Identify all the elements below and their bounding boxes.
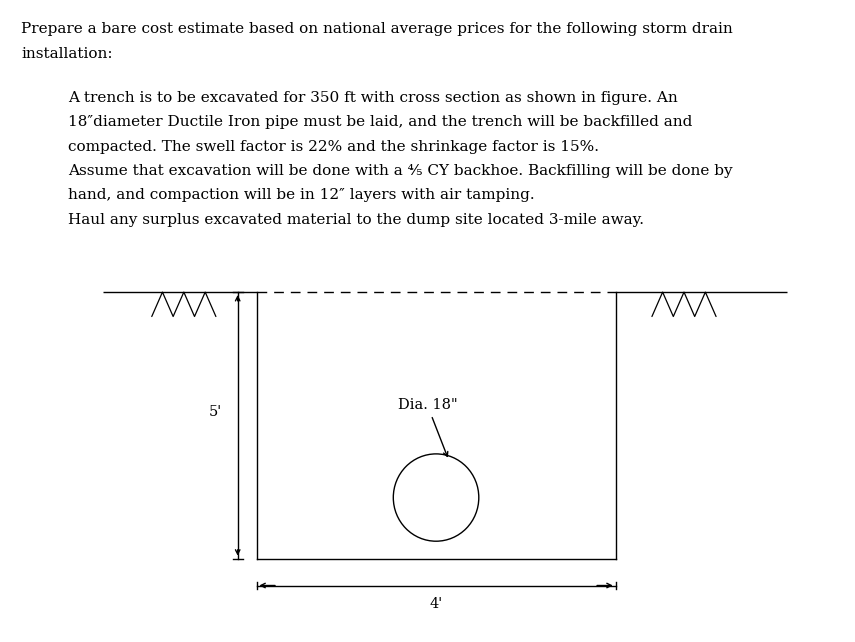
Text: compacted. The swell factor is 22% and the shrinkage factor is 15%.: compacted. The swell factor is 22% and t…: [68, 139, 599, 153]
Text: A trench is to be excavated for 350 ft with cross section as shown in figure. An: A trench is to be excavated for 350 ft w…: [68, 91, 678, 105]
Text: Dia. 18": Dia. 18": [398, 398, 457, 456]
Text: Assume that excavation will be done with a ⅘ CY backhoe. Backfilling will be don: Assume that excavation will be done with…: [68, 164, 733, 178]
Text: Prepare a bare cost estimate based on national average prices for the following : Prepare a bare cost estimate based on na…: [21, 22, 733, 37]
Text: Haul any surplus excavated material to the dump site located 3-mile away.: Haul any surplus excavated material to t…: [68, 213, 645, 227]
Text: installation:: installation:: [21, 47, 113, 61]
Text: 5': 5': [209, 406, 222, 419]
Text: 18″diameter Ductile Iron pipe must be laid, and the trench will be backfilled an: 18″diameter Ductile Iron pipe must be la…: [68, 115, 693, 129]
Text: hand, and compaction will be in 12″ layers with air tamping.: hand, and compaction will be in 12″ laye…: [68, 188, 535, 202]
Text: 4': 4': [429, 597, 443, 611]
